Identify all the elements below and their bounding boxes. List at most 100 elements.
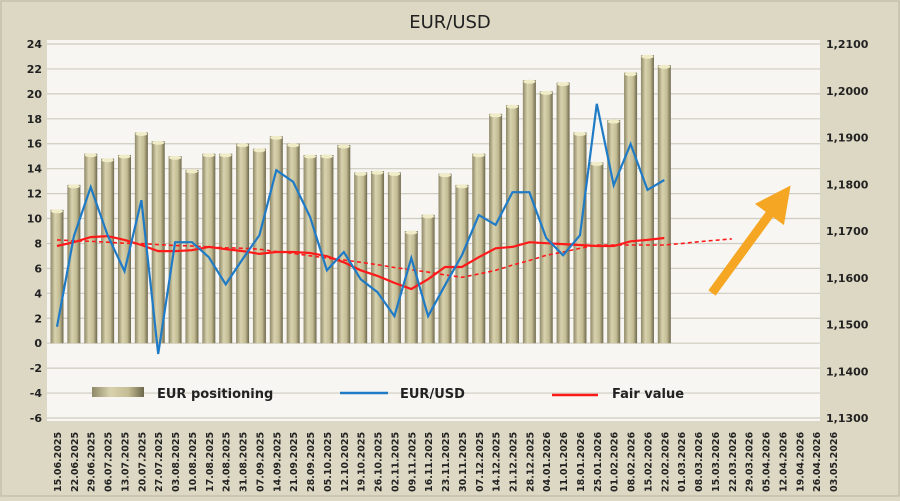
x-tick-label: 16.11.2025 xyxy=(424,432,435,492)
right-tick-label: 1,1600 xyxy=(826,272,869,285)
bar-cap xyxy=(304,154,317,159)
bar-cap xyxy=(337,144,350,149)
left-tick-label: 0 xyxy=(34,337,42,350)
bar-cap xyxy=(573,132,586,137)
x-tick-label: 01.03.2026 xyxy=(677,432,688,492)
bar-cap xyxy=(388,171,401,176)
legend-swatch-eur-positioning xyxy=(92,387,144,397)
x-tick-label: 02.11.2025 xyxy=(390,432,401,492)
bar-cap xyxy=(202,153,215,158)
left-tick-label: 10 xyxy=(27,213,43,226)
left-tick-label: 24 xyxy=(27,38,43,51)
bar-cap xyxy=(371,170,384,175)
bar-eur-positioning xyxy=(472,153,486,344)
left-tick-label: -6 xyxy=(30,412,43,425)
left-tick-label: 22 xyxy=(27,63,42,76)
right-tick-label: 1,1400 xyxy=(826,365,869,378)
right-tick-label: 1,1300 xyxy=(826,412,869,425)
bar-cap xyxy=(67,184,80,189)
bar-eur-positioning xyxy=(117,154,131,344)
bar-eur-positioning xyxy=(404,231,418,344)
legend-label-fair-value: Fair value xyxy=(612,387,684,402)
left-tick-label: 20 xyxy=(27,88,43,101)
bar-cap xyxy=(422,214,435,219)
bar-cap xyxy=(557,82,570,87)
bar-eur-positioning xyxy=(202,153,216,344)
bar-cap xyxy=(489,113,502,118)
x-tick-label: 12.04.2026 xyxy=(778,432,789,492)
x-tick-label: 17.08.2025 xyxy=(205,432,216,492)
bar-eur-positioning xyxy=(320,154,334,344)
x-tick-label: 26.04.2026 xyxy=(812,432,823,492)
bar-eur-positioning xyxy=(354,172,368,344)
bar-cap xyxy=(135,132,148,137)
line-eurusd xyxy=(55,103,665,355)
bar-cap xyxy=(523,79,536,84)
x-tick-label: 23.11.2025 xyxy=(441,432,452,492)
x-tick-label: 07.12.2025 xyxy=(475,432,486,492)
bar-eur-positioning xyxy=(303,154,317,344)
x-tick-label: 26.10.2025 xyxy=(374,432,385,492)
bar-cap xyxy=(219,153,232,158)
upward-arrow xyxy=(708,185,791,296)
bar-eur-positioning xyxy=(438,173,452,344)
bar-eur-positioning xyxy=(252,148,266,344)
x-tick-label: 01.02.2026 xyxy=(610,432,621,492)
x-tick-label: 09.11.2025 xyxy=(407,432,418,492)
bar-cap xyxy=(185,169,198,174)
x-tick-label: 05.04.2026 xyxy=(762,432,773,492)
left-tick-label: -4 xyxy=(30,387,43,400)
x-tick-label: 15.06.2025 xyxy=(53,432,64,492)
bar-cap xyxy=(101,158,114,163)
bar-cap xyxy=(152,140,165,145)
x-tick-label: 27.07.2025 xyxy=(154,432,165,492)
bar-cap xyxy=(658,64,671,69)
x-tick-label: 04.01.2026 xyxy=(542,432,553,492)
x-tick-label: 10.08.2025 xyxy=(188,432,199,492)
bar-eur-positioning xyxy=(269,136,283,344)
right-tick-label: 1,1900 xyxy=(826,132,869,145)
left-tick-label: 16 xyxy=(27,138,43,151)
left-tick-label: 8 xyxy=(34,237,42,250)
x-tick-label: 22.02.2026 xyxy=(660,432,671,492)
right-tick-label: 1,1700 xyxy=(826,225,869,238)
x-tick-label: 15.03.2026 xyxy=(711,432,722,492)
x-tick-label: 14.12.2025 xyxy=(492,432,503,492)
x-tick-label: 08.02.2026 xyxy=(627,432,638,492)
legend-label-eur-positioning: EUR positioning xyxy=(157,387,273,402)
x-tick-label: 29.06.2025 xyxy=(87,432,98,492)
x-tick-label: 30.11.2025 xyxy=(458,432,469,492)
x-tick-label: 05.10.2025 xyxy=(323,432,334,492)
right-tick-label: 1,2100 xyxy=(826,38,869,51)
bar-eur-positioning xyxy=(539,91,553,344)
x-tick-label: 19.10.2025 xyxy=(357,432,368,492)
right-tick-label: 1,1500 xyxy=(826,319,869,332)
bar-eur-positioning xyxy=(640,55,654,344)
left-tick-label: 2 xyxy=(34,312,42,325)
x-tick-label: 21.09.2025 xyxy=(289,432,300,492)
x-tick-label: 11.01.2026 xyxy=(559,432,570,492)
bar-cap xyxy=(439,173,452,178)
bar-cap xyxy=(169,155,182,160)
x-tick-label: 24.08.2025 xyxy=(222,432,233,492)
bar-cap xyxy=(405,230,418,235)
legend: EUR positioning EUR/USD Fair value xyxy=(92,387,684,402)
x-tick-label: 22.06.2025 xyxy=(70,432,81,492)
bar-eur-positioning xyxy=(101,158,115,344)
bar-eur-positioning xyxy=(168,156,182,344)
x-tick-label: 20.07.2025 xyxy=(137,432,148,492)
x-tick-label: 14.09.2025 xyxy=(272,432,283,492)
bar-cap xyxy=(540,90,553,95)
left-tick-label: 6 xyxy=(34,262,42,275)
bar-eur-positioning xyxy=(522,80,536,344)
x-tick-label: 28.09.2025 xyxy=(306,432,317,492)
bar-cap xyxy=(287,143,300,148)
bar-eur-positioning xyxy=(624,72,638,344)
x-tick-label: 06.07.2025 xyxy=(104,432,115,492)
x-tick-label: 18.01.2026 xyxy=(576,432,587,492)
x-tick-label: 29.03.2026 xyxy=(745,432,756,492)
x-tick-label: 31.08.2025 xyxy=(239,432,250,492)
x-tick-label: 03.08.2025 xyxy=(171,432,182,492)
bar-cap xyxy=(624,72,637,77)
